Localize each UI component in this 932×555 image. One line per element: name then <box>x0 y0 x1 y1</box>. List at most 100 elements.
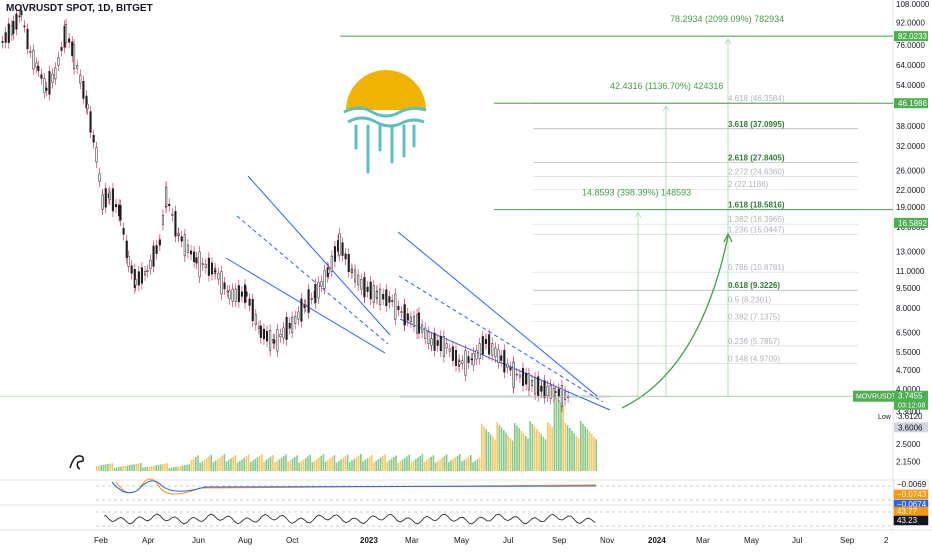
volume-bar <box>459 454 461 471</box>
volume-bar <box>329 458 331 471</box>
time-tick: 2024 <box>648 536 666 545</box>
volume-bar <box>289 460 292 471</box>
candle <box>223 282 226 290</box>
price-tick: 26.0000 <box>896 166 925 175</box>
volume-bar <box>327 460 329 471</box>
candle <box>15 13 18 30</box>
volume-bar <box>412 460 415 471</box>
candle <box>228 290 231 300</box>
candle <box>257 326 260 329</box>
candle <box>18 15 21 18</box>
candle <box>540 386 543 392</box>
candle <box>198 251 201 278</box>
price-tick: 92.0000 <box>896 19 925 28</box>
candle <box>310 297 313 300</box>
volume-bar <box>454 457 457 471</box>
candle <box>470 358 473 361</box>
volume-bar <box>395 455 397 471</box>
candle <box>1 41 4 43</box>
volume-bar <box>252 460 254 471</box>
volume-bar <box>388 460 391 471</box>
candle <box>497 349 500 363</box>
candle <box>92 134 95 143</box>
volume-bar <box>443 456 446 471</box>
projection-arrowhead <box>724 38 732 45</box>
candle <box>7 23 10 43</box>
volume-bar <box>393 457 395 471</box>
candle <box>195 257 198 264</box>
volume-bar <box>208 456 210 471</box>
volume-bar <box>155 465 157 471</box>
candle <box>73 44 76 69</box>
candle <box>254 314 257 326</box>
candle <box>375 291 379 299</box>
indicator-badge <box>893 479 929 490</box>
volume-bar <box>173 467 175 471</box>
candle <box>341 242 344 256</box>
volume-bar <box>313 460 316 471</box>
volume-bar <box>175 466 177 471</box>
volume-bar <box>553 394 556 471</box>
candle <box>521 367 525 386</box>
volume-bar <box>522 433 525 471</box>
candle <box>467 356 470 364</box>
volume-bar <box>470 455 472 471</box>
volume-bar <box>102 464 105 471</box>
volume-bar <box>206 458 208 471</box>
volume-bar <box>404 458 406 471</box>
candle <box>237 285 240 303</box>
candle <box>217 273 220 280</box>
volume-bar <box>591 434 593 471</box>
volume-bar <box>230 458 232 471</box>
volume-bar <box>353 458 355 471</box>
candle <box>427 331 430 344</box>
volume-bar <box>481 424 483 471</box>
volume-bar <box>302 459 305 471</box>
candle <box>245 291 248 297</box>
candle <box>391 300 394 302</box>
candle <box>4 32 7 43</box>
fib-label: 0.382 (7.1375) <box>728 312 780 321</box>
volume-bar <box>214 460 217 471</box>
price-tick: 76.0000 <box>896 41 925 50</box>
time-tick: Nov <box>600 536 614 545</box>
volume-bar <box>448 462 450 471</box>
volume-bar <box>285 454 287 471</box>
fib-label: 2.272 (24.6360) <box>728 168 785 177</box>
candle <box>174 211 177 237</box>
volume-bar <box>177 466 179 471</box>
volume-bar <box>456 455 459 471</box>
volume-bar <box>511 440 514 471</box>
volume-bar <box>324 461 327 471</box>
fib-label: 1.618 (18.5816) <box>728 201 785 210</box>
candle <box>366 286 369 292</box>
candle <box>382 293 385 300</box>
volume-bar <box>309 454 311 471</box>
volume-bar <box>476 459 479 471</box>
price-badge <box>894 422 928 433</box>
volume-bar <box>245 456 248 471</box>
time-tick: Oct <box>286 536 299 545</box>
volume-bar <box>153 465 155 471</box>
projection-curve-head <box>723 232 733 243</box>
volume-bar <box>298 462 300 471</box>
volume-bar <box>280 457 283 471</box>
candle <box>421 324 424 333</box>
signal-line <box>111 480 597 494</box>
candle <box>137 271 140 286</box>
volume-bar <box>291 458 294 471</box>
volume-bar <box>465 458 468 471</box>
volume-bar <box>287 461 289 471</box>
volume-bar <box>192 458 195 471</box>
volume-bar <box>538 431 540 471</box>
time-tick: 2023 <box>360 536 378 545</box>
volume-bar <box>375 460 377 471</box>
volume-bar <box>441 457 443 471</box>
fib-label: 2.618 (27.8405) <box>728 153 785 162</box>
volume-bar <box>540 434 542 471</box>
candle <box>158 239 161 246</box>
candle <box>369 281 372 300</box>
volume-bar <box>137 463 140 471</box>
